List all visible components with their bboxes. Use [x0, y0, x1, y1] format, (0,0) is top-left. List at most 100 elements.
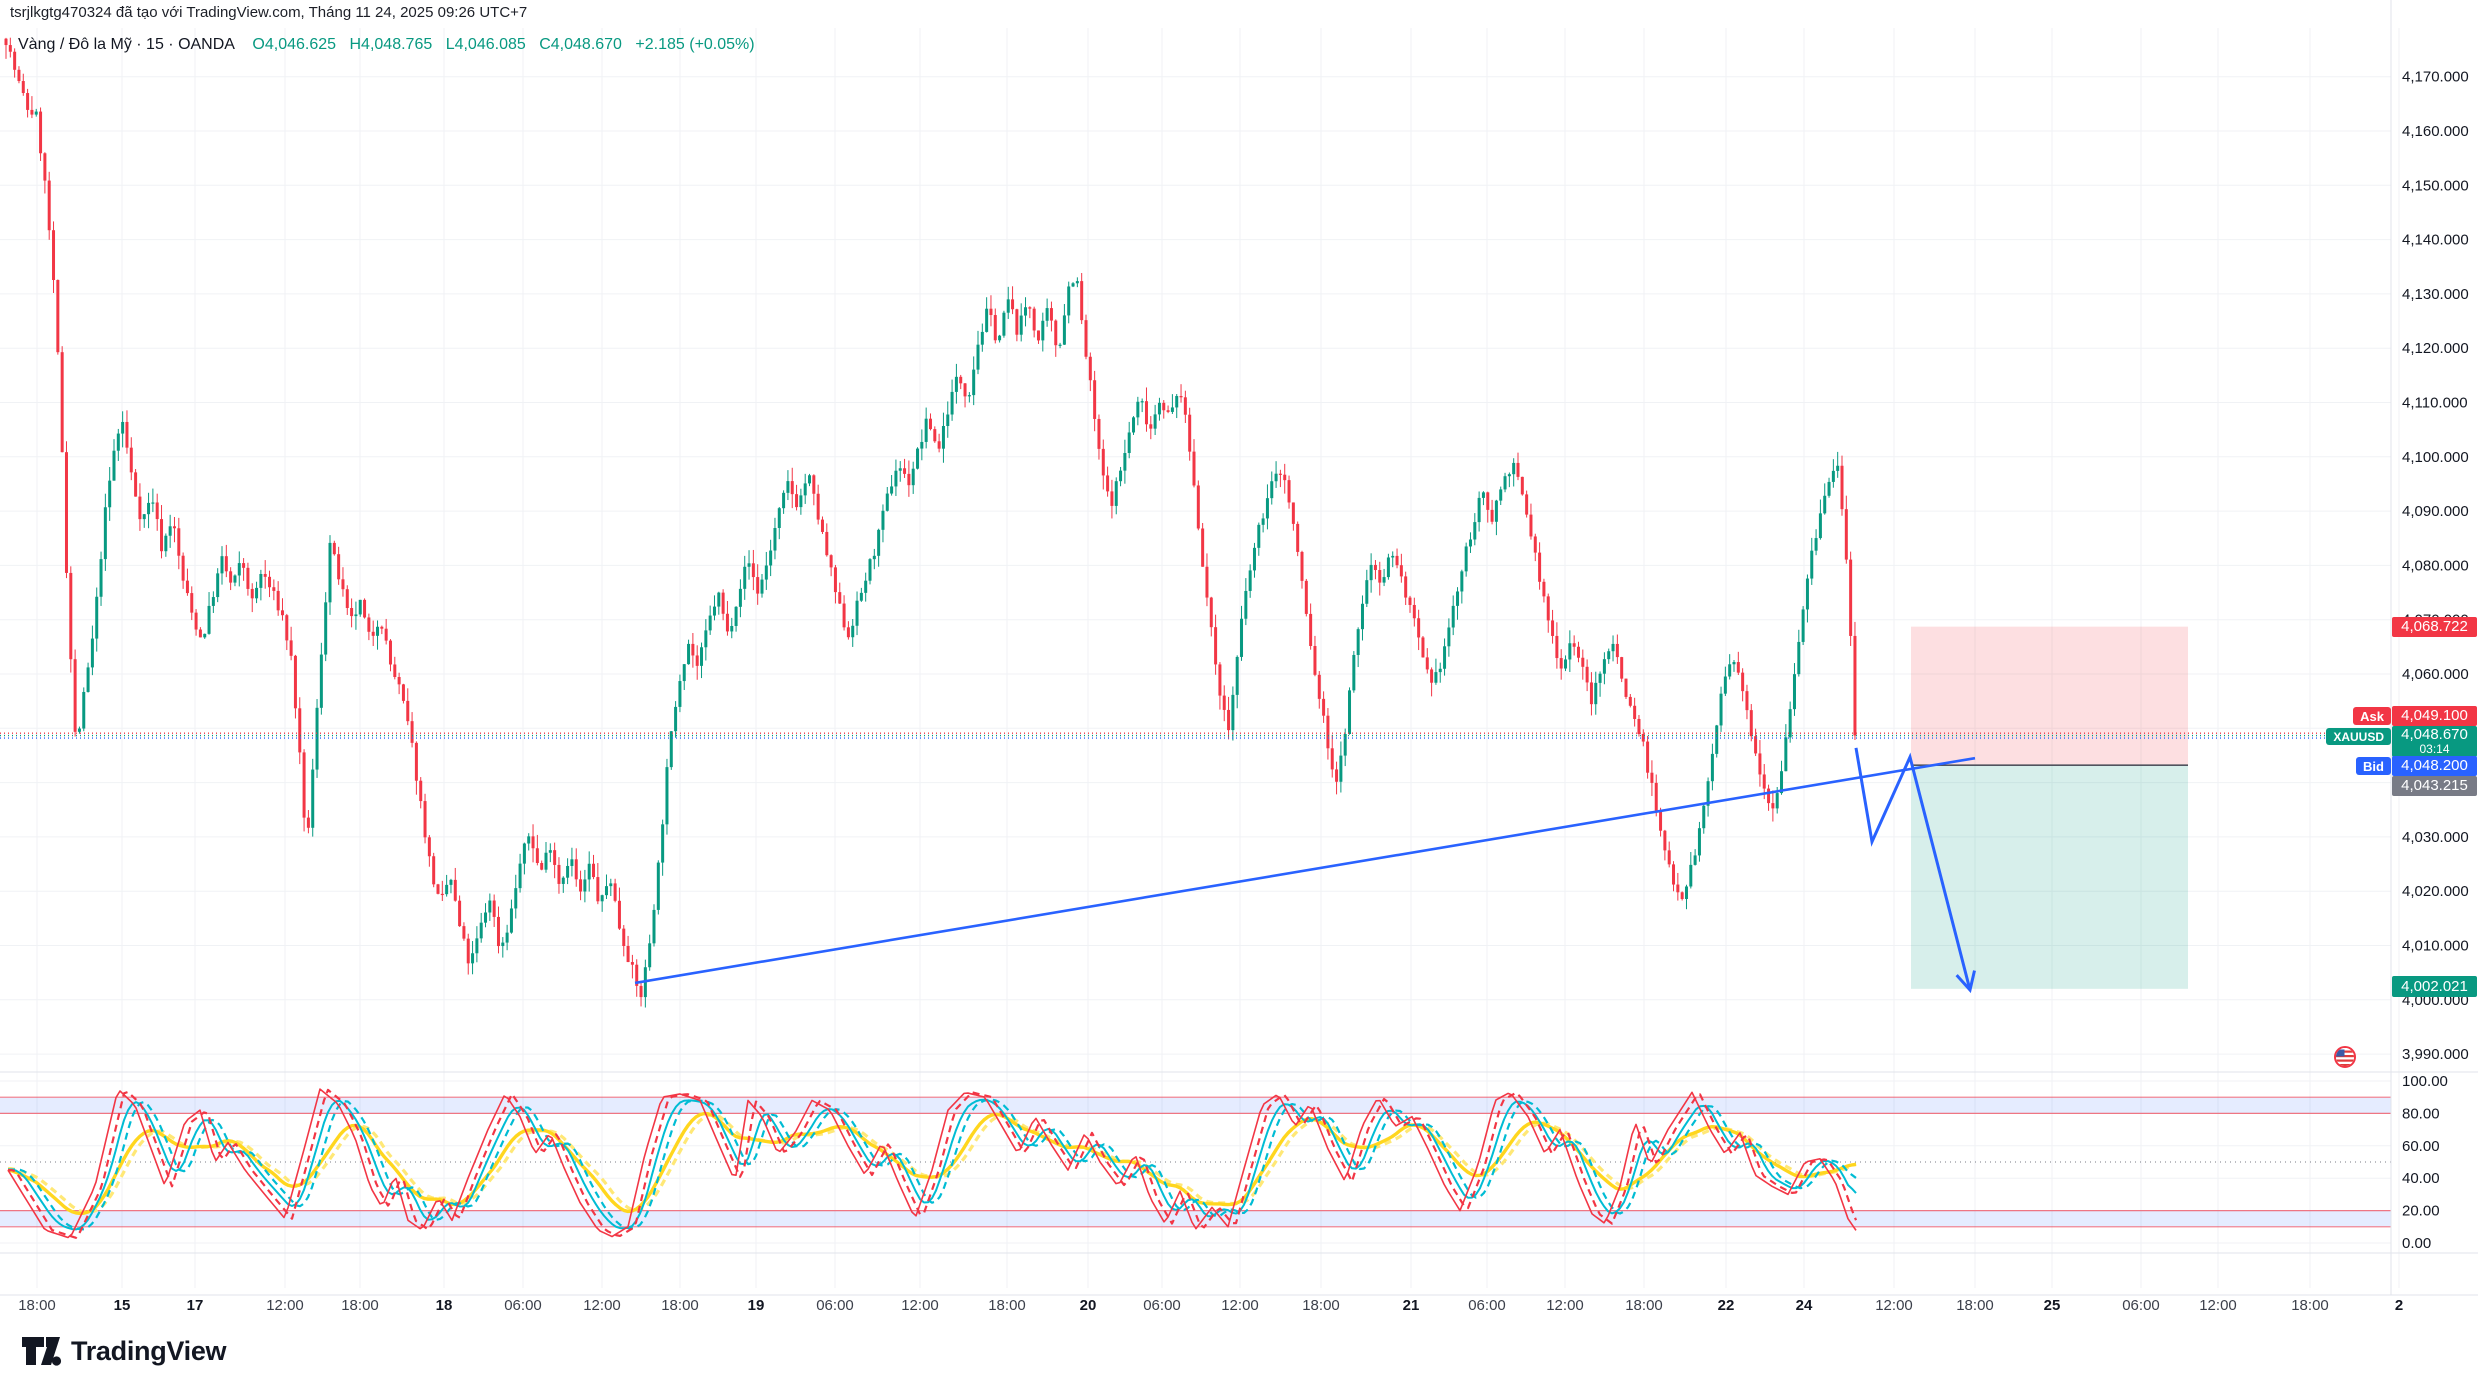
candle: [561, 876, 565, 893]
candle: [1456, 587, 1460, 620]
candle: [358, 599, 362, 617]
candle: [751, 549, 755, 591]
candle: [1036, 330, 1040, 344]
candle: [242, 558, 246, 581]
candle: [371, 620, 375, 646]
candle: [721, 589, 725, 621]
candle: [1054, 319, 1058, 357]
candle: [687, 639, 691, 665]
oscillator-axis-label: 40.00: [2402, 1170, 2440, 1187]
candle: [479, 912, 483, 943]
candle: [993, 308, 997, 344]
candle: [496, 906, 500, 954]
candle: [341, 567, 345, 597]
candle: [747, 550, 751, 580]
candle: [1494, 499, 1498, 536]
candle: [4, 37, 8, 59]
candle: [911, 461, 915, 494]
candle: [220, 546, 224, 585]
candle: [989, 295, 993, 327]
candle: [1745, 684, 1749, 720]
candle: [501, 937, 505, 958]
symbol-title[interactable]: Vàng / Đô la Mỹ · 15 · OANDA: [18, 36, 235, 53]
symbol-tag[interactable]: XAUUSD: [2326, 728, 2391, 745]
candle: [665, 758, 669, 835]
price-axis-label: 4,160.000: [2402, 123, 2469, 140]
candle: [1741, 668, 1745, 702]
candle: [1520, 476, 1524, 496]
candle: [410, 712, 414, 748]
candle: [1024, 297, 1028, 327]
candle: [1581, 649, 1585, 680]
candle: [1754, 728, 1758, 757]
candle: [30, 96, 34, 119]
candle: [1322, 691, 1326, 723]
candle: [1503, 472, 1507, 493]
candle: [246, 562, 250, 596]
candle: [466, 933, 470, 975]
candle: [1132, 416, 1136, 435]
reward-zone[interactable]: [1911, 765, 2188, 989]
candle: [1240, 605, 1244, 661]
candle: [1516, 452, 1520, 481]
candle: [1348, 687, 1352, 735]
candle: [1447, 618, 1451, 657]
bid-tag[interactable]: Bid: [2356, 757, 2391, 775]
projection-zigzag[interactable]: [1854, 747, 1972, 991]
candle: [1170, 394, 1174, 414]
candle: [458, 895, 462, 927]
candle: [1011, 286, 1015, 315]
candle: [1326, 708, 1330, 760]
ohlc-high: H4,048.765: [349, 36, 433, 53]
candle: [1119, 466, 1123, 487]
time-axis-day-label: 17: [187, 1297, 204, 1314]
candle: [1071, 282, 1075, 288]
candle: [268, 570, 272, 598]
candle: [112, 439, 116, 481]
candle: [237, 551, 241, 587]
candle: [1451, 595, 1455, 636]
oscillator-axis-label: 100.00: [2402, 1073, 2448, 1090]
candle: [77, 726, 81, 734]
candle: [1287, 475, 1291, 509]
candle: [1058, 342, 1062, 349]
price-axis-label: 4,110.000: [2402, 395, 2468, 412]
ohlc-close: C4,048.670: [539, 36, 622, 53]
candle: [1551, 609, 1555, 644]
candle: [86, 662, 90, 693]
ask-tag[interactable]: Ask: [2353, 707, 2391, 725]
risk-reward-short-tool[interactable]: [1911, 626, 2188, 989]
candle: [488, 893, 492, 921]
candle: [423, 793, 427, 844]
candle: [311, 758, 315, 837]
candle: [1369, 553, 1373, 593]
candle: [1680, 891, 1684, 901]
candle: [1209, 596, 1213, 637]
candle: [1114, 477, 1118, 515]
candle: [384, 618, 388, 645]
candle: [1261, 513, 1265, 533]
candle: [1529, 503, 1533, 540]
candle: [64, 441, 68, 579]
candle: [259, 569, 263, 601]
candle: [708, 605, 712, 635]
trendline[interactable]: [634, 756, 1976, 985]
candle: [535, 834, 539, 866]
risk-zone[interactable]: [1911, 626, 2188, 766]
candle: [388, 639, 392, 672]
time-axis[interactable]: 18:00 15 17 12:00 18:00 18 06:00 12:00 18:00 19 06…: [18, 1297, 2403, 1314]
candle: [1028, 306, 1032, 319]
candle: [1481, 491, 1485, 506]
candle: [34, 108, 38, 117]
candle: [566, 858, 570, 885]
candle: [1706, 777, 1710, 817]
tradingview-logo[interactable]: TradingView: [20, 1334, 227, 1368]
us-flag-event-icon[interactable]: [2334, 1046, 2356, 1068]
drawings[interactable]: [634, 747, 1976, 994]
candle: [1840, 455, 1844, 516]
price-axis[interactable]: 4,170.000 4,160.000 4,150.000 4,140.000 4,13…: [2402, 69, 2469, 1252]
candle: [764, 551, 768, 590]
candle: [695, 645, 699, 680]
